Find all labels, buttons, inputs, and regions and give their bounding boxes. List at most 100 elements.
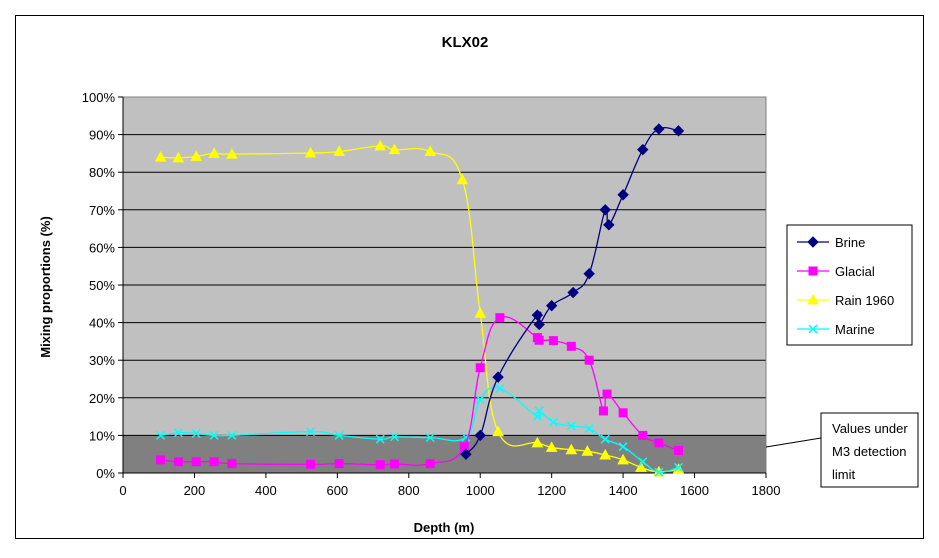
axes: 0% 10% 20% 30% 40% 50% 60% 70% 80% 90% 100% 0 200 400… — [82, 90, 781, 498]
data-point-glacial — [389, 459, 399, 469]
y-tick-label: 60% — [89, 240, 115, 255]
y-tick-label: 40% — [89, 316, 115, 331]
legend-item-brine: Brine — [797, 235, 865, 250]
data-point-brine — [531, 309, 544, 321]
data-point-rain-1960 — [190, 150, 203, 161]
data-point-marine — [334, 430, 344, 440]
data-point-glacial — [334, 459, 344, 469]
data-point-glacial — [584, 355, 594, 365]
data-point-marine — [191, 428, 201, 439]
series-line-rain-1960 — [160, 145, 679, 473]
data-point-marine — [173, 428, 183, 438]
series-brine — [460, 123, 685, 460]
data-point-glacial — [602, 389, 612, 399]
data-point-glacial — [459, 442, 469, 452]
data-point-marine — [548, 417, 558, 427]
data-point-glacial — [306, 459, 316, 469]
data-point-glacial — [534, 335, 544, 345]
annotation-leader-line — [765, 437, 822, 448]
data-point-brine — [617, 189, 629, 201]
data-point-marine — [495, 383, 505, 393]
data-point-glacial — [191, 457, 201, 467]
data-point-rain-1960 — [424, 145, 437, 157]
data-point-rain-1960 — [565, 443, 578, 455]
y-tick-label: 80% — [89, 165, 115, 180]
data-point-brine — [545, 299, 558, 312]
data-point-rain-1960 — [635, 461, 647, 472]
data-point-marine — [673, 462, 684, 472]
data-point-rain-1960 — [599, 448, 612, 460]
y-tick-label: 100% — [82, 90, 116, 105]
y-tick-label: 10% — [89, 428, 115, 443]
y-tick-label: 50% — [89, 278, 115, 293]
data-point-brine — [653, 123, 665, 135]
legend-label-rain-1960: Rain 1960 — [835, 293, 894, 308]
annotation-box — [820, 412, 919, 488]
data-point-glacial — [375, 460, 385, 470]
data-point-rain-1960 — [304, 146, 317, 158]
data-point-glacial — [598, 406, 608, 416]
annotation-text-line: limit — [832, 467, 855, 482]
y-axis-label: Mixing proportions (%) — [38, 216, 53, 358]
data-point-marine — [306, 427, 316, 437]
data-point-marine — [584, 424, 594, 434]
data-point-brine — [583, 268, 595, 280]
series-line-brine — [465, 126, 679, 455]
data-point-marine — [566, 421, 576, 431]
y-tick-label: 90% — [89, 128, 115, 143]
data-point-brine — [492, 371, 504, 383]
data-point-glacial — [654, 438, 664, 448]
data-point-marine — [600, 434, 610, 444]
data-point-rain-1960 — [154, 151, 167, 162]
data-point-marine — [375, 434, 385, 444]
x-tick-label: 800 — [398, 483, 420, 498]
data-point-marine — [618, 442, 628, 452]
data-point-glacial — [566, 341, 576, 351]
data-point-rain-1960 — [374, 139, 387, 151]
data-point-glacial — [227, 459, 237, 469]
chart-title: KLX02 — [442, 34, 489, 51]
annotation-text-line: M3 detection — [832, 444, 906, 459]
y-tick-label: 70% — [89, 203, 115, 218]
data-point-brine — [567, 286, 579, 299]
data-point-glacial — [425, 459, 435, 469]
data-point-rain-1960 — [208, 147, 220, 158]
data-point-glacial — [618, 408, 628, 418]
data-point-glacial — [209, 457, 219, 467]
data-point-marine — [389, 432, 400, 442]
data-point-glacial — [548, 336, 558, 346]
data-point-rain-1960 — [172, 151, 185, 163]
y-tick-label: 30% — [89, 353, 115, 368]
x-tick-label: 0 — [119, 483, 126, 498]
data-point-glacial — [638, 430, 648, 440]
y-tick-label: 20% — [89, 391, 115, 406]
x-tick-label: 1200 — [537, 483, 566, 498]
annotation-text-line: Values under — [832, 421, 908, 436]
data-point-glacial — [156, 455, 166, 465]
data-point-rain-1960 — [388, 143, 401, 155]
data-point-rain-1960 — [492, 425, 504, 437]
data-point-marine — [227, 430, 237, 440]
data-point-marine — [638, 457, 648, 467]
legend-label-brine: Brine — [835, 235, 865, 250]
x-tick-label: 1800 — [752, 483, 781, 498]
legend-label-glacial: Glacial — [835, 264, 875, 279]
legend-marker-marine — [808, 324, 818, 334]
data-point-brine — [474, 429, 486, 442]
data-point-marine — [155, 430, 166, 440]
data-point-rain-1960 — [333, 145, 345, 157]
data-point-marine — [425, 433, 435, 443]
data-point-brine — [603, 219, 615, 231]
legend-box — [786, 224, 913, 346]
data-point-marine — [654, 467, 664, 477]
series-group — [154, 123, 685, 477]
x-tick-label: 400 — [255, 483, 277, 498]
y-tick-label: 0% — [96, 466, 115, 481]
data-point-rain-1960 — [474, 307, 487, 318]
data-point-brine — [599, 204, 611, 216]
legend-item-glacial: Glacial — [797, 264, 875, 279]
x-tick-label: 600 — [326, 483, 348, 498]
data-point-brine — [460, 448, 472, 460]
